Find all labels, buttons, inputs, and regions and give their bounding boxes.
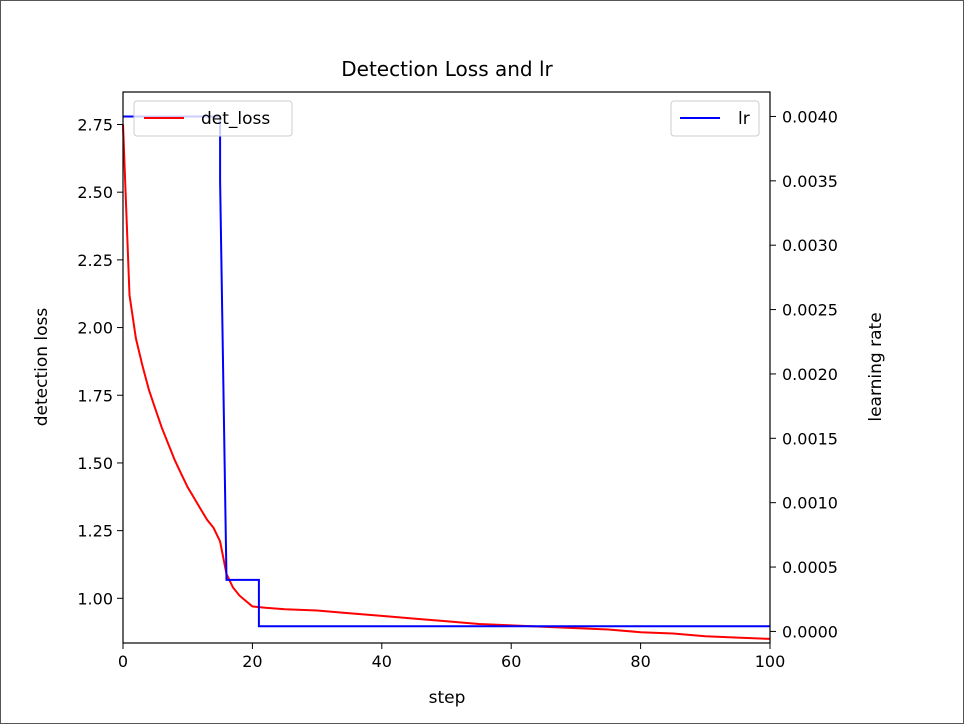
y-tick-label: 1.25 <box>77 522 113 541</box>
y2-tick-label: 0.0005 <box>782 558 838 577</box>
y-axis-left-title: detection loss <box>32 308 52 427</box>
y2-tick-label: 0.0000 <box>782 622 838 641</box>
y-axis-left: 1.00 1.25 1.50 1.75 2.00 2.25 2.50 2.75 <box>77 115 123 608</box>
x-tick-label: 40 <box>372 652 392 671</box>
y-tick-label: 2.50 <box>77 183 113 202</box>
y-tick-label: 2.25 <box>77 251 113 270</box>
y2-tick-label: 0.0025 <box>782 301 838 320</box>
y2-tick-label: 0.0040 <box>782 107 838 126</box>
x-tick-label: 60 <box>501 652 521 671</box>
chart-title: Detection Loss and lr <box>341 57 553 81</box>
legend-det-loss: det_loss <box>133 100 293 137</box>
y-axis-right: 0.0000 0.0005 0.0010 0.0015 0.0020 0.0025 0.00… <box>770 107 838 641</box>
legend-lr: lr <box>670 100 760 137</box>
y-tick-label: 2.00 <box>77 319 113 338</box>
y-tick-label: 1.75 <box>77 386 113 405</box>
x-axis-title: step <box>429 688 466 708</box>
y2-tick-label: 0.0035 <box>782 172 838 191</box>
series-line-lr <box>123 115 770 628</box>
x-tick-label: 20 <box>242 652 262 671</box>
y-axis-right-title: learning rate <box>866 312 886 421</box>
series-line-det-loss <box>122 124 771 640</box>
plot-frame <box>122 91 771 644</box>
y-tick-label: 1.00 <box>77 589 113 608</box>
legend-det-loss-box <box>133 100 293 137</box>
y-tick-label: 2.75 <box>77 115 113 134</box>
y2-tick-label: 0.0015 <box>782 429 838 448</box>
x-tick-label: 80 <box>630 652 650 671</box>
x-tick-label: 100 <box>755 652 786 671</box>
y-tick-label: 1.50 <box>77 454 113 473</box>
y2-tick-label: 0.0030 <box>782 236 838 255</box>
plot-area <box>122 115 771 640</box>
y2-tick-label: 0.0020 <box>782 365 838 384</box>
legend-det-loss-label: det_loss <box>201 109 270 129</box>
x-axis: 0 20 40 60 80 100 <box>118 643 785 671</box>
y2-tick-label: 0.0010 <box>782 494 838 513</box>
x-tick-label: 0 <box>118 652 128 671</box>
legend-lr-label: lr <box>738 109 750 129</box>
